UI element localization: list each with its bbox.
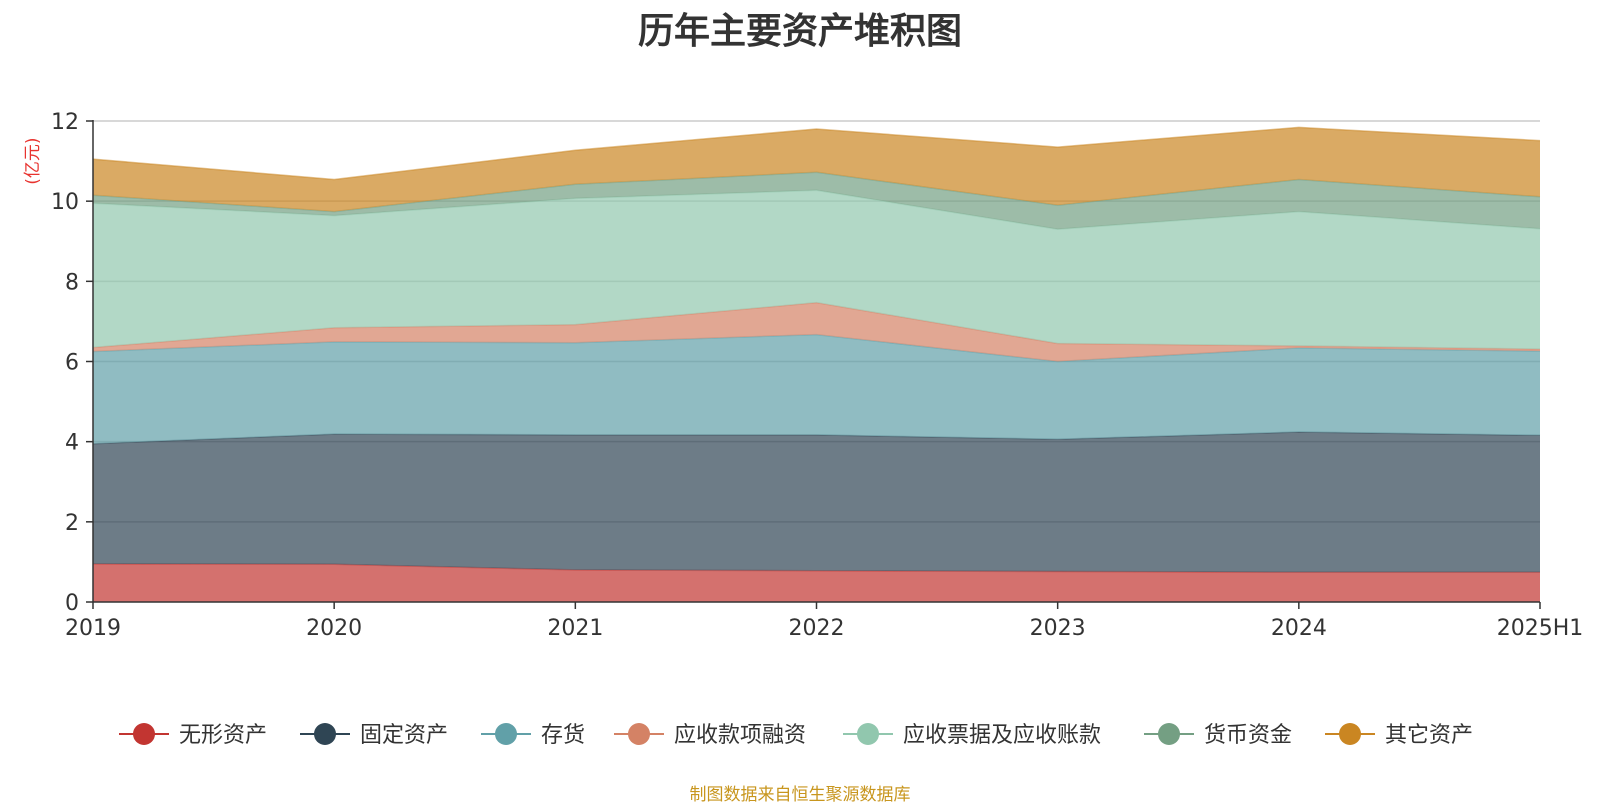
legend-label: 其它资产 bbox=[1385, 723, 1473, 748]
x-tick-label: 2021 bbox=[547, 616, 603, 641]
y-tick-label: 0 bbox=[65, 591, 79, 616]
area-其它资产 bbox=[93, 127, 1540, 212]
legend-item-其它资产[interactable]: 其它资产 bbox=[1325, 723, 1473, 748]
source-note: 制图数据来自恒生聚源数据库 bbox=[689, 785, 911, 805]
area-应收票据及应收账款 bbox=[93, 190, 1540, 350]
area-series bbox=[92, 126, 1541, 602]
legend-item-无形资产[interactable]: 无形资产 bbox=[119, 723, 267, 748]
legend[interactable]: 无形资产 固定资产 存货 应收款项融资 应收票据及应收账款 货币资金 其它资产 bbox=[119, 723, 1473, 748]
legend-marker-icon bbox=[1158, 723, 1180, 745]
x-tick-label: 2023 bbox=[1030, 616, 1086, 641]
legend-item-固定资产[interactable]: 固定资产 bbox=[300, 723, 448, 748]
series-line-其它资产 bbox=[92, 126, 1541, 181]
y-tick-label: 2 bbox=[65, 511, 79, 536]
y-tick-label: 12 bbox=[51, 110, 79, 135]
area-存货 bbox=[93, 334, 1540, 444]
x-tick-label: 2025H1 bbox=[1497, 616, 1584, 641]
x-tick-label: 2022 bbox=[789, 616, 845, 641]
area-货币资金 bbox=[93, 172, 1540, 230]
legend-marker-icon bbox=[1339, 723, 1361, 745]
y-tick-label: 8 bbox=[65, 270, 79, 295]
legend-item-应收款项融资[interactable]: 应收款项融资 bbox=[614, 723, 806, 748]
x-tick-label: 2019 bbox=[65, 616, 121, 641]
legend-label: 应收票据及应收账款 bbox=[903, 723, 1101, 748]
legend-label: 无形资产 bbox=[179, 723, 267, 748]
y-axis-unit-label: (亿元) bbox=[23, 137, 43, 184]
area-应收款项融资 bbox=[93, 302, 1540, 362]
x-tick-label: 2024 bbox=[1271, 616, 1327, 641]
legend-label: 货币资金 bbox=[1204, 723, 1292, 748]
legend-marker-icon bbox=[133, 723, 155, 745]
y-tick-label: 10 bbox=[51, 190, 79, 215]
legend-label: 固定资产 bbox=[360, 723, 448, 748]
chart-title: 历年主要资产堆积图 bbox=[637, 11, 962, 52]
y-tick-label: 4 bbox=[65, 431, 79, 456]
x-tick-label: 2020 bbox=[306, 616, 362, 641]
legend-marker-icon bbox=[495, 723, 517, 745]
legend-marker-icon bbox=[314, 723, 336, 745]
legend-label: 存货 bbox=[541, 723, 585, 748]
legend-item-应收票据及应收账款[interactable]: 应收票据及应收账款 bbox=[843, 723, 1101, 748]
legend-item-货币资金[interactable]: 货币资金 bbox=[1144, 723, 1292, 748]
legend-item-存货[interactable]: 存货 bbox=[481, 723, 585, 748]
y-tick-label: 6 bbox=[65, 351, 79, 376]
legend-marker-icon bbox=[628, 723, 650, 745]
legend-label: 应收款项融资 bbox=[674, 723, 806, 748]
area-无形资产 bbox=[93, 563, 1540, 602]
axes: 0 2 4 6 8 10 12 (亿元) 2019 2020 2021 2022 2023 2024 202… bbox=[23, 110, 1583, 641]
legend-marker-icon bbox=[857, 723, 879, 745]
area-固定资产 bbox=[93, 432, 1540, 573]
